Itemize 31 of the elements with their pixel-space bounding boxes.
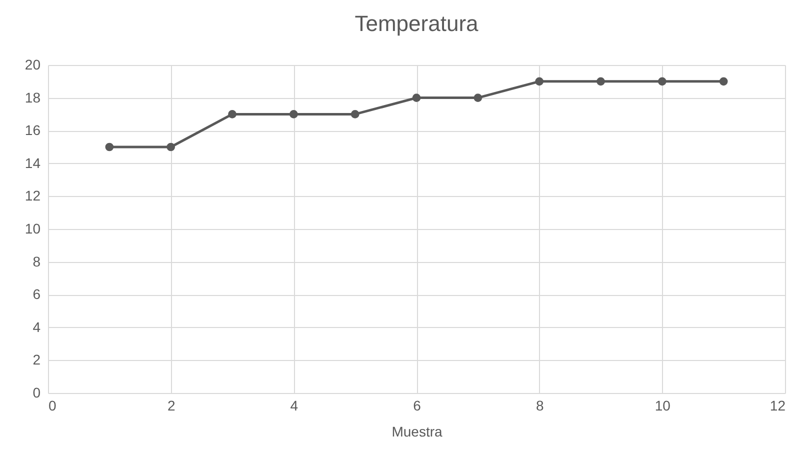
x-tick-label: 10 <box>654 398 671 414</box>
y-tick-label: 12 <box>24 188 41 204</box>
x-axis-title: Muestra <box>392 424 442 440</box>
point <box>535 77 544 86</box>
y-tick-label: 4 <box>32 318 41 335</box>
point <box>412 94 421 102</box>
y-tick-label: 0 <box>32 384 41 400</box>
chart-title: Temperatura <box>354 11 480 36</box>
y-tick-label: 14 <box>24 154 41 171</box>
point <box>474 94 482 102</box>
y-tick-label: 20 <box>24 56 41 72</box>
point <box>228 110 236 118</box>
y-tick-label: 10 <box>24 220 41 236</box>
x-tick-label: 0 <box>48 398 56 414</box>
y-tick-label: 6 <box>32 286 41 302</box>
y-tick-label: 8 <box>32 253 41 270</box>
point <box>596 77 605 86</box>
point <box>719 77 728 86</box>
x-tick-label: 8 <box>536 398 544 414</box>
point <box>658 77 666 86</box>
point <box>105 142 114 152</box>
x-tick-label: 4 <box>290 398 298 414</box>
x-tick-label: 6 <box>413 398 422 414</box>
y-tick-label: 18 <box>24 89 41 106</box>
x-tick-label: 2 <box>167 398 176 414</box>
point <box>350 110 360 118</box>
x-tick-label: 12 <box>770 398 786 414</box>
y-tick-label: 16 <box>24 122 41 138</box>
y-tick-label: 2 <box>32 352 41 368</box>
point <box>166 142 176 152</box>
point <box>289 110 298 118</box>
